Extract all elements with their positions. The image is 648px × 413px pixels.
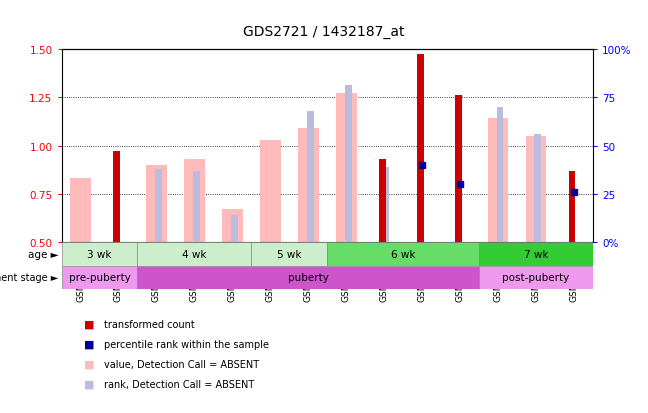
- Text: ■: ■: [84, 379, 95, 389]
- Text: ■: ■: [84, 339, 95, 349]
- Bar: [260, 140, 281, 243]
- Bar: [251, 243, 327, 266]
- Text: post-puberty: post-puberty: [502, 273, 570, 282]
- Bar: [345, 86, 351, 243]
- Bar: [62, 243, 137, 266]
- Bar: [137, 243, 251, 266]
- Text: pre-puberty: pre-puberty: [69, 273, 130, 282]
- Text: ■: ■: [84, 359, 95, 369]
- Text: transformed count: transformed count: [104, 319, 194, 329]
- Bar: [479, 266, 593, 289]
- Text: 5 wk: 5 wk: [277, 249, 301, 259]
- Bar: [298, 129, 319, 243]
- Bar: [327, 243, 479, 266]
- Text: percentile rank within the sample: percentile rank within the sample: [104, 339, 269, 349]
- Bar: [417, 55, 424, 243]
- Bar: [155, 169, 162, 243]
- Bar: [184, 160, 205, 243]
- Text: age ►: age ►: [28, 249, 58, 259]
- Bar: [496, 107, 503, 243]
- Text: value, Detection Call = ABSENT: value, Detection Call = ABSENT: [104, 359, 259, 369]
- Bar: [231, 216, 238, 243]
- Bar: [535, 135, 541, 243]
- Text: 4 wk: 4 wk: [182, 249, 207, 259]
- Text: rank, Detection Call = ABSENT: rank, Detection Call = ABSENT: [104, 379, 254, 389]
- Text: GDS2721 / 1432187_at: GDS2721 / 1432187_at: [243, 25, 405, 39]
- Bar: [487, 119, 509, 243]
- Bar: [307, 112, 314, 243]
- Bar: [70, 179, 91, 243]
- Bar: [379, 160, 386, 243]
- Bar: [113, 152, 120, 243]
- Bar: [479, 243, 593, 266]
- Bar: [336, 94, 356, 243]
- Text: ■: ■: [84, 319, 95, 329]
- Bar: [455, 96, 461, 243]
- Text: 3 wk: 3 wk: [87, 249, 111, 259]
- Text: puberty: puberty: [288, 273, 329, 282]
- Bar: [383, 167, 389, 243]
- Bar: [193, 171, 200, 243]
- Text: 6 wk: 6 wk: [391, 249, 415, 259]
- Bar: [146, 166, 167, 243]
- Text: development stage ►: development stage ►: [0, 273, 58, 282]
- Bar: [569, 171, 575, 243]
- Bar: [137, 266, 479, 289]
- Bar: [62, 266, 137, 289]
- Bar: [526, 136, 546, 243]
- Text: 7 wk: 7 wk: [524, 249, 548, 259]
- Bar: [222, 210, 243, 243]
